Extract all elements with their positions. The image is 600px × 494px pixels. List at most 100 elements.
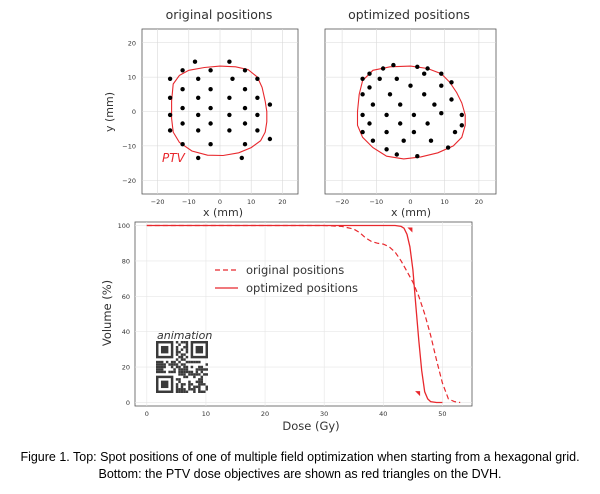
y-tick-label: 20: [122, 364, 130, 372]
spot-point: [432, 102, 437, 107]
x-tick-label: −10: [182, 198, 196, 206]
scatter-optimized-grid: [325, 29, 496, 194]
spot-point: [384, 129, 389, 135]
scatter-original-xlabel: x (mm): [203, 206, 243, 219]
spot-point: [180, 142, 185, 147]
spot-point: [167, 128, 173, 133]
spot-point: [415, 154, 420, 159]
dvh-line-optimized: [146, 224, 443, 404]
qr-module: [180, 368, 184, 371]
spot-point: [387, 92, 393, 97]
dvh-ylabel: Volume (%): [100, 280, 114, 346]
qr-module: [203, 368, 206, 371]
qr-module: [185, 390, 189, 393]
spot-point: [408, 83, 413, 88]
x-tick-label: 50: [438, 410, 446, 418]
qr-module: [185, 360, 189, 364]
qr-module: [175, 383, 179, 386]
scatter-original-title: original positions: [166, 7, 273, 22]
spot-point: [370, 102, 376, 107]
qr-finder-core: [160, 345, 169, 354]
spot-point: [415, 64, 420, 70]
scatter-optimized: optimized positions −20 −10 0 10 20 x (mm): [324, 7, 497, 219]
spot-point: [439, 83, 444, 88]
qr-module: [193, 385, 196, 389]
qr-module: [188, 380, 191, 384]
qr-module: [163, 365, 166, 369]
qr-module: [183, 345, 186, 349]
y-tick-label: 80: [122, 257, 130, 265]
qr-module: [183, 368, 186, 371]
spot-point: [439, 71, 444, 76]
qr-module: [198, 368, 201, 371]
x-tick-label: 0: [408, 198, 412, 206]
x-tick-label: 0: [145, 410, 149, 418]
qr-module: [156, 363, 159, 366]
spot-point: [411, 129, 417, 135]
qr-module: [156, 365, 159, 369]
figure: original positions −20 −10 0 10 20 20100−10−…: [100, 7, 497, 433]
spot-point: [459, 123, 464, 128]
x-tick-label: 10: [441, 198, 449, 206]
qr-module: [158, 370, 161, 374]
x-tick-label: 20: [278, 198, 286, 206]
spot-point: [242, 87, 248, 92]
qr-module: [183, 373, 186, 376]
scatter-original-x-ticks: −20 −10 0 10 20: [151, 198, 287, 206]
qr-module: [190, 360, 194, 364]
qr-module: [203, 390, 206, 393]
qr-module: [203, 383, 206, 386]
qr-module: [160, 365, 164, 369]
spot-point: [370, 138, 376, 143]
qr-module: [156, 368, 159, 371]
qr-module: [185, 370, 189, 374]
qr-module: [170, 363, 174, 366]
objective-triangle: [415, 391, 421, 397]
y-tick-label: 20: [128, 39, 136, 47]
y-tick-label: 40: [122, 328, 130, 336]
qr-module: [158, 360, 161, 364]
qr-module: [195, 385, 199, 389]
spot-point: [196, 155, 201, 161]
qr-module: [156, 370, 159, 374]
qr-module: [190, 383, 194, 386]
qr-module: [185, 341, 189, 344]
y-tick-label: 0: [132, 108, 136, 116]
qr-module: [198, 373, 201, 376]
qr-module: [158, 368, 161, 371]
qr-module: [175, 388, 179, 391]
dvh-legend: original positions optimized positions: [215, 263, 358, 295]
qr-module: [175, 378, 179, 381]
qr-module: [163, 370, 166, 374]
spot-point: [439, 111, 444, 116]
spot-point: [360, 76, 365, 82]
spot-point: [267, 136, 273, 142]
spot-point: [449, 80, 454, 85]
y-tick-label: −20: [122, 177, 136, 185]
qr-module: [198, 380, 201, 384]
qr-module: [178, 365, 181, 369]
qr-module: [175, 365, 179, 369]
figure-caption: Figure 1. Top: Spot positions of one of …: [0, 449, 600, 483]
qr-module: [188, 383, 191, 386]
y-tick-label: 100: [118, 222, 130, 230]
qr-module: [200, 365, 204, 369]
spot-point: [422, 92, 427, 97]
spot-point: [227, 59, 232, 64]
qr-module: [200, 368, 204, 371]
qr-module: [175, 363, 179, 366]
qr-module: [183, 353, 186, 356]
caption-line-1: Figure 1. Top: Spot positions of one of …: [20, 450, 580, 464]
qr-module: [188, 388, 191, 391]
qr-module: [198, 378, 201, 381]
qr-code-icon: [156, 341, 208, 393]
spot-point: [180, 87, 185, 92]
legend-label-optimized: optimized positions: [246, 281, 358, 295]
scatter-original-grid: [142, 29, 298, 194]
qr-module: [173, 360, 176, 364]
dvh-line-original: [146, 224, 461, 404]
spot-point: [425, 66, 430, 71]
spot-point: [208, 87, 213, 92]
qr-module: [190, 365, 194, 369]
dvh-xlabel: Dose (Gy): [282, 419, 339, 433]
